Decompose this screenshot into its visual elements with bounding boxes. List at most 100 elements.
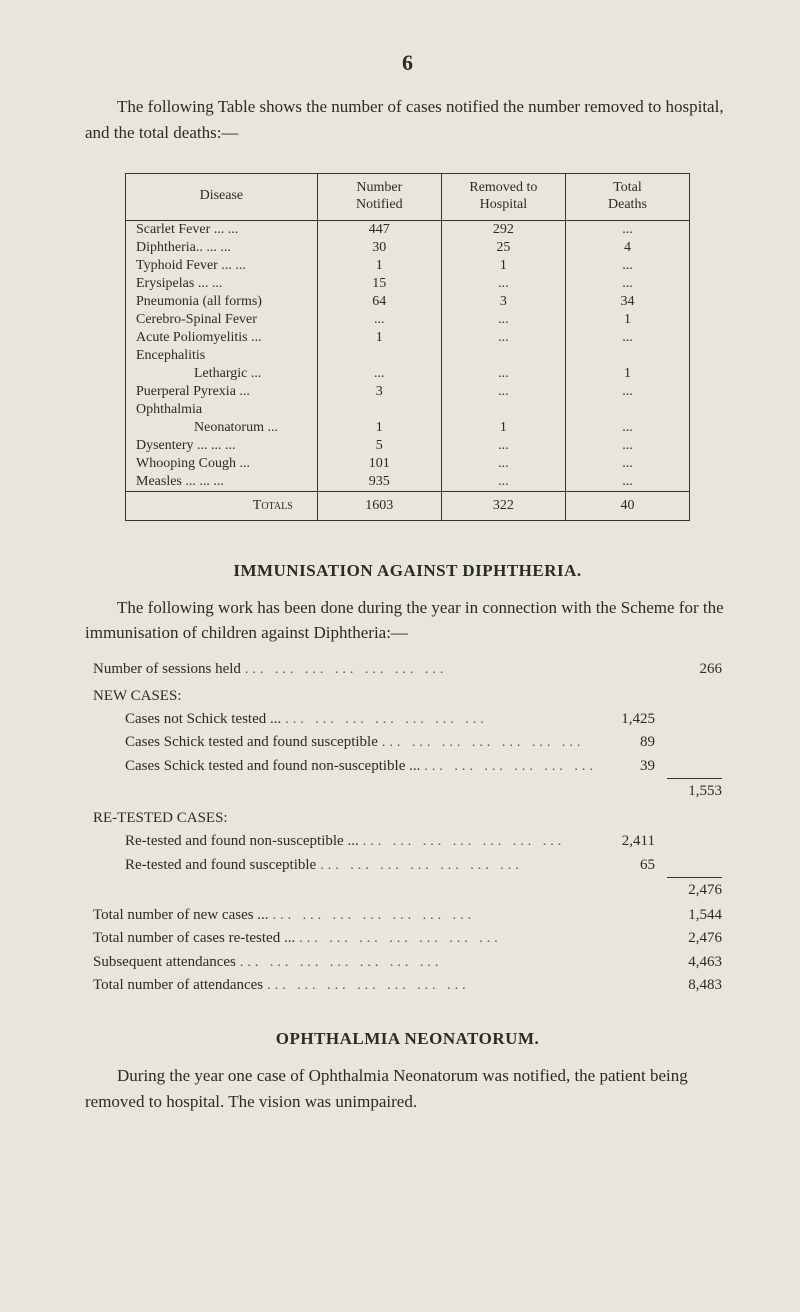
disease-cell: Neonatorum ... <box>126 419 318 437</box>
disease-table: Disease Number Notified Removed to Hospi… <box>125 173 690 521</box>
disease-cell: Typhoid Fever ... ... <box>126 257 318 275</box>
summary-value: 2,476 <box>667 927 722 950</box>
totals-notified: 1603 <box>317 491 441 520</box>
dot-leader: ... ... ... ... ... ... ... <box>359 831 600 853</box>
table-row: Neonatorum ...11... <box>126 419 690 437</box>
retested-total-wrap: 2,476 <box>93 877 722 902</box>
table-row: Encephalitis <box>126 347 690 365</box>
table-row: Scarlet Fever ... ...447292... <box>126 220 690 239</box>
item-value: 1,425 <box>600 708 655 731</box>
dot-leader: ... ... ... ... ... ... ... <box>316 855 600 877</box>
disease-cell: Measles ... ... ... <box>126 473 318 492</box>
table-row: Acute Poliomyelitis ...1...... <box>126 329 690 347</box>
table-row: Ophthalmia <box>126 401 690 419</box>
item-label: Cases Schick tested and found susceptibl… <box>125 731 378 754</box>
value-cell: 1 <box>441 419 565 437</box>
value-cell: ... <box>565 383 689 401</box>
summary-label: Total number of attendances <box>93 974 263 997</box>
summary-value: 8,483 <box>667 974 722 997</box>
summary-label: Subsequent attendances <box>93 951 236 974</box>
disease-cell: Encephalitis <box>126 347 318 365</box>
value-cell: ... <box>441 329 565 347</box>
dot-leader: ... ... ... ... ... ... ... <box>236 952 600 974</box>
dot-leader: ... ... ... ... ... ... ... <box>378 732 600 754</box>
page: 6 The following Table shows the number o… <box>0 0 800 1166</box>
totals-removed: 322 <box>441 491 565 520</box>
summary-row: Total number of attendances... ... ... .… <box>93 974 722 997</box>
value-cell: 3 <box>317 383 441 401</box>
summary-label: Total number of cases re-tested ... <box>93 927 295 950</box>
immunisation-paragraph: The following work has been done during … <box>85 595 730 646</box>
value-cell: ... <box>441 383 565 401</box>
disease-cell: Cerebro-Spinal Fever <box>126 311 318 329</box>
new-cases-heading: NEW CASES: <box>93 685 722 708</box>
list-item: Re-tested and found non-susceptible ....… <box>93 830 722 853</box>
new-cases-total: 1,553 <box>667 778 722 803</box>
value-cell: 1 <box>317 419 441 437</box>
retested-heading: RE-TESTED CASES: <box>93 807 722 830</box>
value-cell: ... <box>441 473 565 492</box>
disease-cell: Dysentery ... ... ... <box>126 437 318 455</box>
list-item: Cases Schick tested and found susceptibl… <box>93 731 722 754</box>
immunisation-list: Number of sessions held ... ... ... ... … <box>93 658 722 998</box>
value-cell <box>565 401 689 419</box>
value-cell: 5 <box>317 437 441 455</box>
item-value: 65 <box>600 854 655 877</box>
value-cell: 1 <box>317 329 441 347</box>
value-cell: 447 <box>317 220 441 239</box>
value-cell: ... <box>565 455 689 473</box>
page-number: 6 <box>85 50 730 76</box>
summary-value: 4,463 <box>667 951 722 974</box>
value-cell <box>317 347 441 365</box>
list-item: Cases Schick tested and found non-suscep… <box>93 755 722 778</box>
ophthalmia-paragraph: During the year one case of Ophthalmia N… <box>85 1063 730 1114</box>
disease-cell: Erysipelas ... ... <box>126 275 318 293</box>
value-cell: ... <box>441 455 565 473</box>
table-row: Lethargic .........1 <box>126 365 690 383</box>
value-cell: 1 <box>441 257 565 275</box>
value-cell: ... <box>565 437 689 455</box>
disease-cell: Diphtheria.. ... ... <box>126 239 318 257</box>
th-line: Removed to <box>469 180 537 195</box>
table-row: Puerperal Pyrexia ...3...... <box>126 383 690 401</box>
summary-value: 1,544 <box>667 904 722 927</box>
immunisation-title: IMMUNISATION AGAINST DIPHTHERIA. <box>85 561 730 581</box>
value-cell: ... <box>441 365 565 383</box>
value-cell: 34 <box>565 293 689 311</box>
value-cell: ... <box>565 419 689 437</box>
value-cell: ... <box>565 473 689 492</box>
disease-cell: Acute Poliomyelitis ... <box>126 329 318 347</box>
disease-cell: Puerperal Pyrexia ... <box>126 383 318 401</box>
th-total-deaths: Total Deaths <box>565 174 689 221</box>
value-cell: 1 <box>565 365 689 383</box>
table-row: Whooping Cough ...101...... <box>126 455 690 473</box>
value-cell: ... <box>441 311 565 329</box>
value-cell: ... <box>441 275 565 293</box>
value-cell: 101 <box>317 455 441 473</box>
table-row: Diphtheria.. ... ...30254 <box>126 239 690 257</box>
value-cell: ... <box>565 220 689 239</box>
new-cases-total-wrap: 1,553 <box>93 778 722 803</box>
ophthalmia-title: OPHTHALMIA NEONATORUM. <box>85 1029 730 1049</box>
disease-cell: Pneumonia (all forms) <box>126 293 318 311</box>
item-value: 39 <box>600 755 655 778</box>
summary-label: Total number of new cases ... <box>93 904 269 927</box>
th-line: Hospital <box>480 197 527 212</box>
value-cell: 292 <box>441 220 565 239</box>
th-line: Notified <box>356 197 403 212</box>
th-line: Total <box>613 180 642 195</box>
value-cell: ... <box>565 329 689 347</box>
disease-cell: Whooping Cough ... <box>126 455 318 473</box>
dot-leader: ... ... ... ... ... ... ... <box>263 975 600 997</box>
disease-table-wrap: Disease Number Notified Removed to Hospi… <box>125 173 690 521</box>
item-value: 2,411 <box>600 830 655 853</box>
th-removed-hospital: Removed to Hospital <box>441 174 565 221</box>
sessions-row: Number of sessions held ... ... ... ... … <box>93 658 722 681</box>
summary-row: Total number of cases re-tested ...... .… <box>93 927 722 950</box>
th-number-notified: Number Notified <box>317 174 441 221</box>
table-row: Cerebro-Spinal Fever......1 <box>126 311 690 329</box>
item-label: Cases Schick tested and found non-suscep… <box>125 755 420 778</box>
list-item: Re-tested and found susceptible... ... .… <box>93 854 722 877</box>
item-label: Cases not Schick tested ... <box>125 708 281 731</box>
item-label: Re-tested and found susceptible <box>125 854 316 877</box>
